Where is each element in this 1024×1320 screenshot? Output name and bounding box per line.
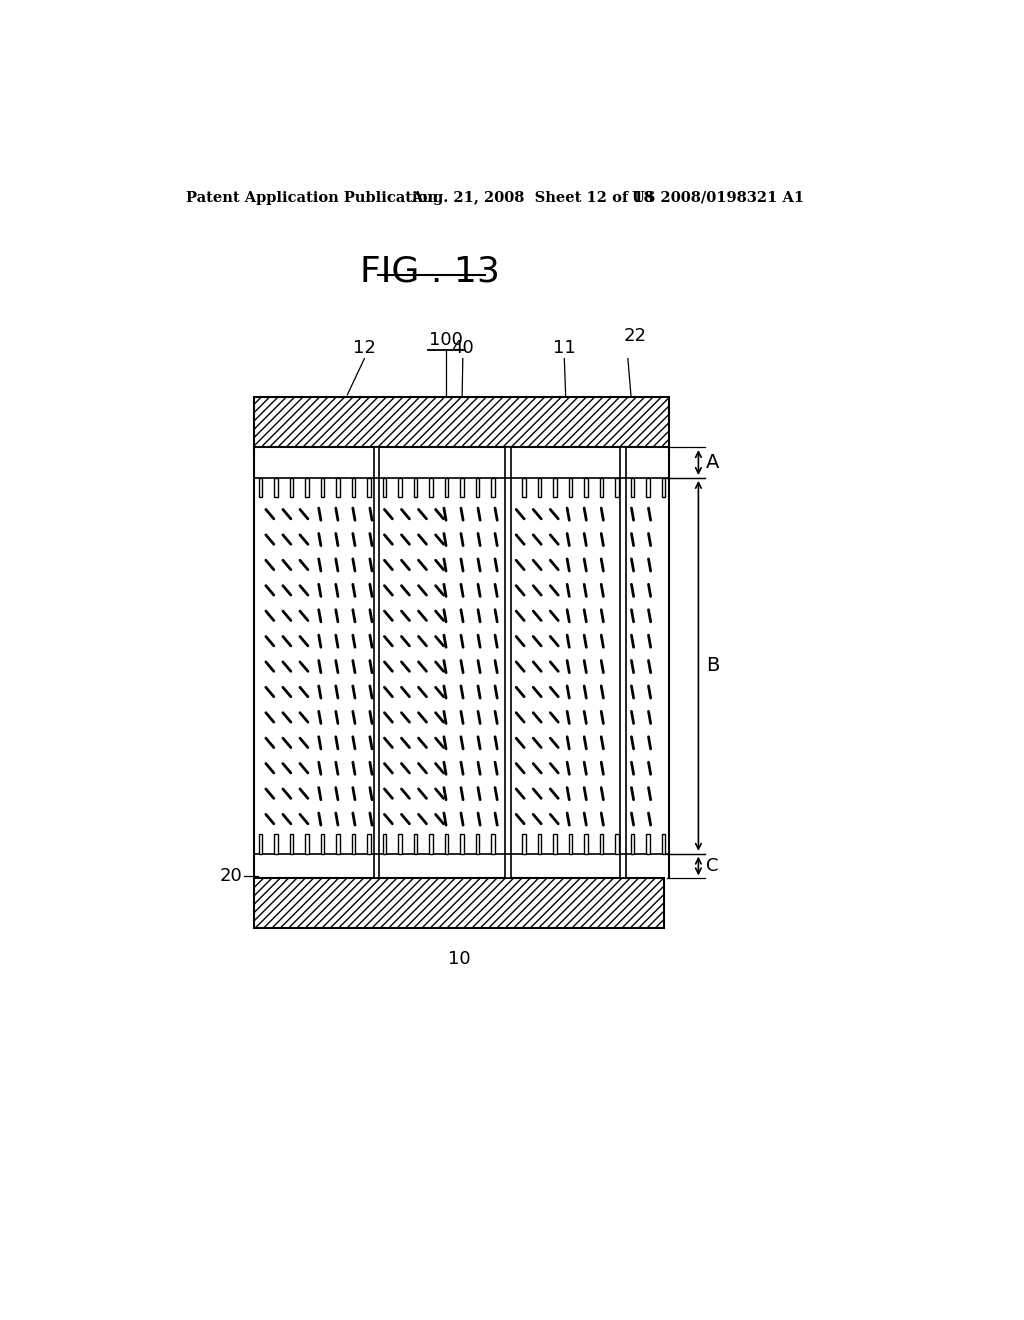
Bar xyxy=(290,834,293,854)
Bar xyxy=(429,834,432,854)
Bar xyxy=(321,478,324,498)
Bar xyxy=(259,478,262,498)
Bar xyxy=(476,478,479,498)
Text: Aug. 21, 2008  Sheet 12 of 18: Aug. 21, 2008 Sheet 12 of 18 xyxy=(411,191,653,205)
Text: 40: 40 xyxy=(452,339,474,358)
Bar xyxy=(569,478,572,498)
Bar xyxy=(398,478,401,498)
Bar xyxy=(290,478,293,498)
Bar xyxy=(522,834,525,854)
Bar xyxy=(615,478,618,498)
Bar xyxy=(383,834,386,854)
Bar xyxy=(352,834,355,854)
Text: 100: 100 xyxy=(429,331,463,350)
Bar xyxy=(631,834,634,854)
Bar xyxy=(352,478,355,498)
Bar xyxy=(600,834,603,854)
Text: Patent Application Publication: Patent Application Publication xyxy=(186,191,438,205)
Bar xyxy=(429,478,432,498)
Bar xyxy=(445,834,449,854)
Bar xyxy=(398,834,401,854)
Bar xyxy=(538,478,541,498)
Bar xyxy=(506,447,511,878)
Bar xyxy=(476,834,479,854)
Bar xyxy=(600,478,603,498)
Bar xyxy=(615,834,618,854)
Bar xyxy=(538,834,541,854)
Text: 10: 10 xyxy=(449,950,471,968)
Bar xyxy=(383,478,386,498)
Bar xyxy=(414,478,417,498)
Text: 22: 22 xyxy=(624,327,647,345)
Bar xyxy=(621,447,626,878)
Bar xyxy=(492,834,495,854)
Text: US 2008/0198321 A1: US 2008/0198321 A1 xyxy=(632,191,804,205)
Bar xyxy=(585,478,588,498)
Bar xyxy=(274,478,278,498)
Bar xyxy=(662,478,665,498)
Text: FIG . 13: FIG . 13 xyxy=(360,255,500,289)
Bar xyxy=(554,834,557,854)
Bar xyxy=(461,834,464,854)
Bar xyxy=(662,834,665,854)
Bar xyxy=(368,834,371,854)
Bar xyxy=(321,834,324,854)
Bar xyxy=(445,478,449,498)
Bar xyxy=(646,478,649,498)
Text: 12: 12 xyxy=(353,339,376,358)
Bar xyxy=(337,478,340,498)
Bar xyxy=(374,447,379,878)
Bar xyxy=(569,834,572,854)
Bar xyxy=(337,834,340,854)
Bar xyxy=(368,478,371,498)
Bar xyxy=(254,878,665,928)
Text: B: B xyxy=(707,656,720,676)
Text: 11: 11 xyxy=(553,339,575,358)
Bar xyxy=(631,478,634,498)
Bar xyxy=(305,834,308,854)
Bar xyxy=(522,478,525,498)
Text: A: A xyxy=(707,453,720,473)
Bar xyxy=(646,834,649,854)
Bar xyxy=(305,478,308,498)
Bar xyxy=(259,834,262,854)
Bar xyxy=(492,478,495,498)
Bar xyxy=(585,834,588,854)
Bar xyxy=(254,397,669,447)
Bar xyxy=(414,834,417,854)
Text: 20: 20 xyxy=(220,867,243,884)
Bar xyxy=(461,478,464,498)
Text: C: C xyxy=(707,857,719,875)
Bar xyxy=(274,834,278,854)
Bar xyxy=(554,478,557,498)
